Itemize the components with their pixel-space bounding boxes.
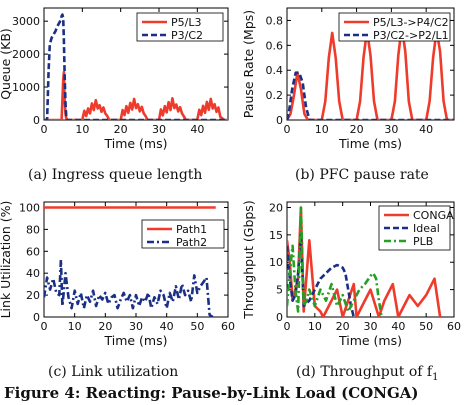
- x-tick-label-b-1: 10: [315, 123, 329, 136]
- caption-d: (d) Throughput of f1: [296, 364, 439, 383]
- x-axis-label-d: Time (ms): [338, 333, 402, 348]
- chart-a: 0 10 20 30 40 0 1000 2000 3000 Time (ms) Queue (KB…: [0, 7, 229, 151]
- caption-b: (b) PFC pause rate: [295, 167, 429, 183]
- series-line-d-1: [287, 233, 356, 317]
- y-tick-label-d-3: 15: [269, 229, 283, 242]
- chart-b: 0 10 20 30 40 0 0.2 0.4 0.6 0.8 Time (ms) Pause Rat…: [241, 7, 455, 151]
- caption-a: (a) Ingress queue length: [28, 167, 203, 183]
- legend-label-c-1: Path2: [176, 236, 207, 249]
- x-tick-label-c-6: 60: [221, 320, 235, 333]
- y-tick-label-d-1: 5: [276, 284, 283, 297]
- plot-frame-b: [286, 7, 455, 121]
- x-tick-label-c-1: 10: [68, 320, 82, 333]
- legend-label-d-2: PLB: [413, 235, 433, 248]
- legend-label-d-1: Ideal: [413, 222, 440, 235]
- x-tick-label-d-0: 0: [284, 320, 291, 333]
- series-line-a-1: [44, 13, 228, 120]
- x-tick-label-b-2: 20: [350, 123, 364, 136]
- x-axis-label-c: Time (ms): [103, 333, 167, 348]
- y-tick-label-c-4: 80: [26, 223, 40, 236]
- y-tick-label-c-1: 20: [26, 289, 40, 302]
- figure-caption: Figure 4: Reacting: Pause-by-Link Load (…: [4, 384, 419, 402]
- legend-label-a-1: P3/C2: [171, 29, 203, 42]
- y-tick-label-b-1: 0.2: [266, 89, 284, 102]
- x-tick-label-c-2: 20: [98, 320, 112, 333]
- y-tick-label-b-0: 0: [276, 114, 283, 127]
- legend-label-c-0: Path1: [176, 223, 207, 236]
- series-line-b-1: [287, 71, 454, 120]
- series-line-b-0: [287, 25, 454, 120]
- y-tick-label-d-0: 0: [276, 311, 283, 324]
- caption-d-subscript: 1: [432, 371, 439, 383]
- legend-label-b-0: P5/L3->P4/C2: [373, 16, 449, 29]
- y-tick-label-d-4: 20: [269, 201, 283, 214]
- x-tick-label-d-2: 20: [336, 320, 350, 333]
- x-tick-label-d-6: 60: [447, 320, 461, 333]
- legend-box-b: [338, 12, 451, 42]
- legend-label-a-0: P5/L3: [171, 16, 201, 29]
- series-line-a-0: [44, 70, 228, 120]
- x-tick-label-c-5: 50: [190, 320, 204, 333]
- caption-c: (c) Link utilization: [48, 364, 179, 380]
- x-tick-label-d-3: 30: [364, 320, 378, 333]
- legend-box-a: [136, 12, 224, 42]
- x-tick-label-b-4: 40: [419, 123, 433, 136]
- x-axis-label-b: Time (ms): [338, 136, 402, 151]
- legend-box-c: [141, 219, 225, 249]
- y-axis-label-a: Queue (KB): [0, 28, 13, 100]
- y-axis-label-c: Link Utilization (%): [0, 201, 13, 319]
- legend-box-d: [378, 205, 451, 251]
- x-tick-label-a-2: 20: [114, 123, 128, 136]
- plot-frame-a: [43, 7, 229, 121]
- series-line-d-2: [287, 206, 383, 317]
- x-tick-label-a-0: 0: [41, 123, 48, 136]
- x-tick-label-d-4: 40: [391, 320, 405, 333]
- x-tick-label-b-3: 30: [384, 123, 398, 136]
- x-tick-label-c-3: 30: [129, 320, 143, 333]
- y-tick-label-b-3: 0.6: [266, 39, 284, 52]
- legend-label-b-1: P3/C2->P2/L1: [373, 29, 449, 42]
- y-tick-label-a-3: 3000: [12, 15, 40, 28]
- y-axis-label-b: Pause Rate (Mps): [241, 10, 256, 118]
- x-tick-label-d-5: 50: [419, 320, 433, 333]
- x-tick-label-b-0: 0: [284, 123, 291, 136]
- y-tick-label-c-2: 40: [26, 267, 40, 280]
- y-tick-label-c-5: 100: [19, 201, 40, 214]
- legend-label-d-0: CONGA: [413, 209, 454, 222]
- x-tick-label-a-4: 40: [190, 123, 204, 136]
- x-tick-label-d-1: 10: [308, 320, 322, 333]
- y-axis-label-d: Throughput (Gbps): [241, 200, 256, 319]
- x-tick-label-a-3: 30: [152, 123, 166, 136]
- x-axis-label-a: Time (ms): [103, 136, 167, 151]
- y-tick-label-a-2: 2000: [12, 48, 40, 61]
- y-tick-label-c-0: 0: [33, 311, 40, 324]
- chart-c: 0 10 20 30 40 50 60 0 20 40 60 80 100 Time (ms) Link U…: [0, 201, 235, 348]
- y-tick-label-b-2: 0.4: [266, 64, 284, 77]
- series-line-c-1: [44, 258, 214, 317]
- y-tick-label-a-0: 0: [33, 114, 40, 127]
- plot-frame-c: [43, 201, 229, 318]
- y-tick-label-a-1: 1000: [12, 81, 40, 94]
- y-tick-label-b-4: 0.8: [266, 14, 284, 27]
- x-tick-label-c-4: 40: [160, 320, 174, 333]
- y-tick-label-d-2: 10: [269, 256, 283, 269]
- x-tick-label-a-1: 10: [75, 123, 89, 136]
- x-tick-label-c-0: 0: [41, 320, 48, 333]
- y-tick-label-c-3: 60: [26, 245, 40, 258]
